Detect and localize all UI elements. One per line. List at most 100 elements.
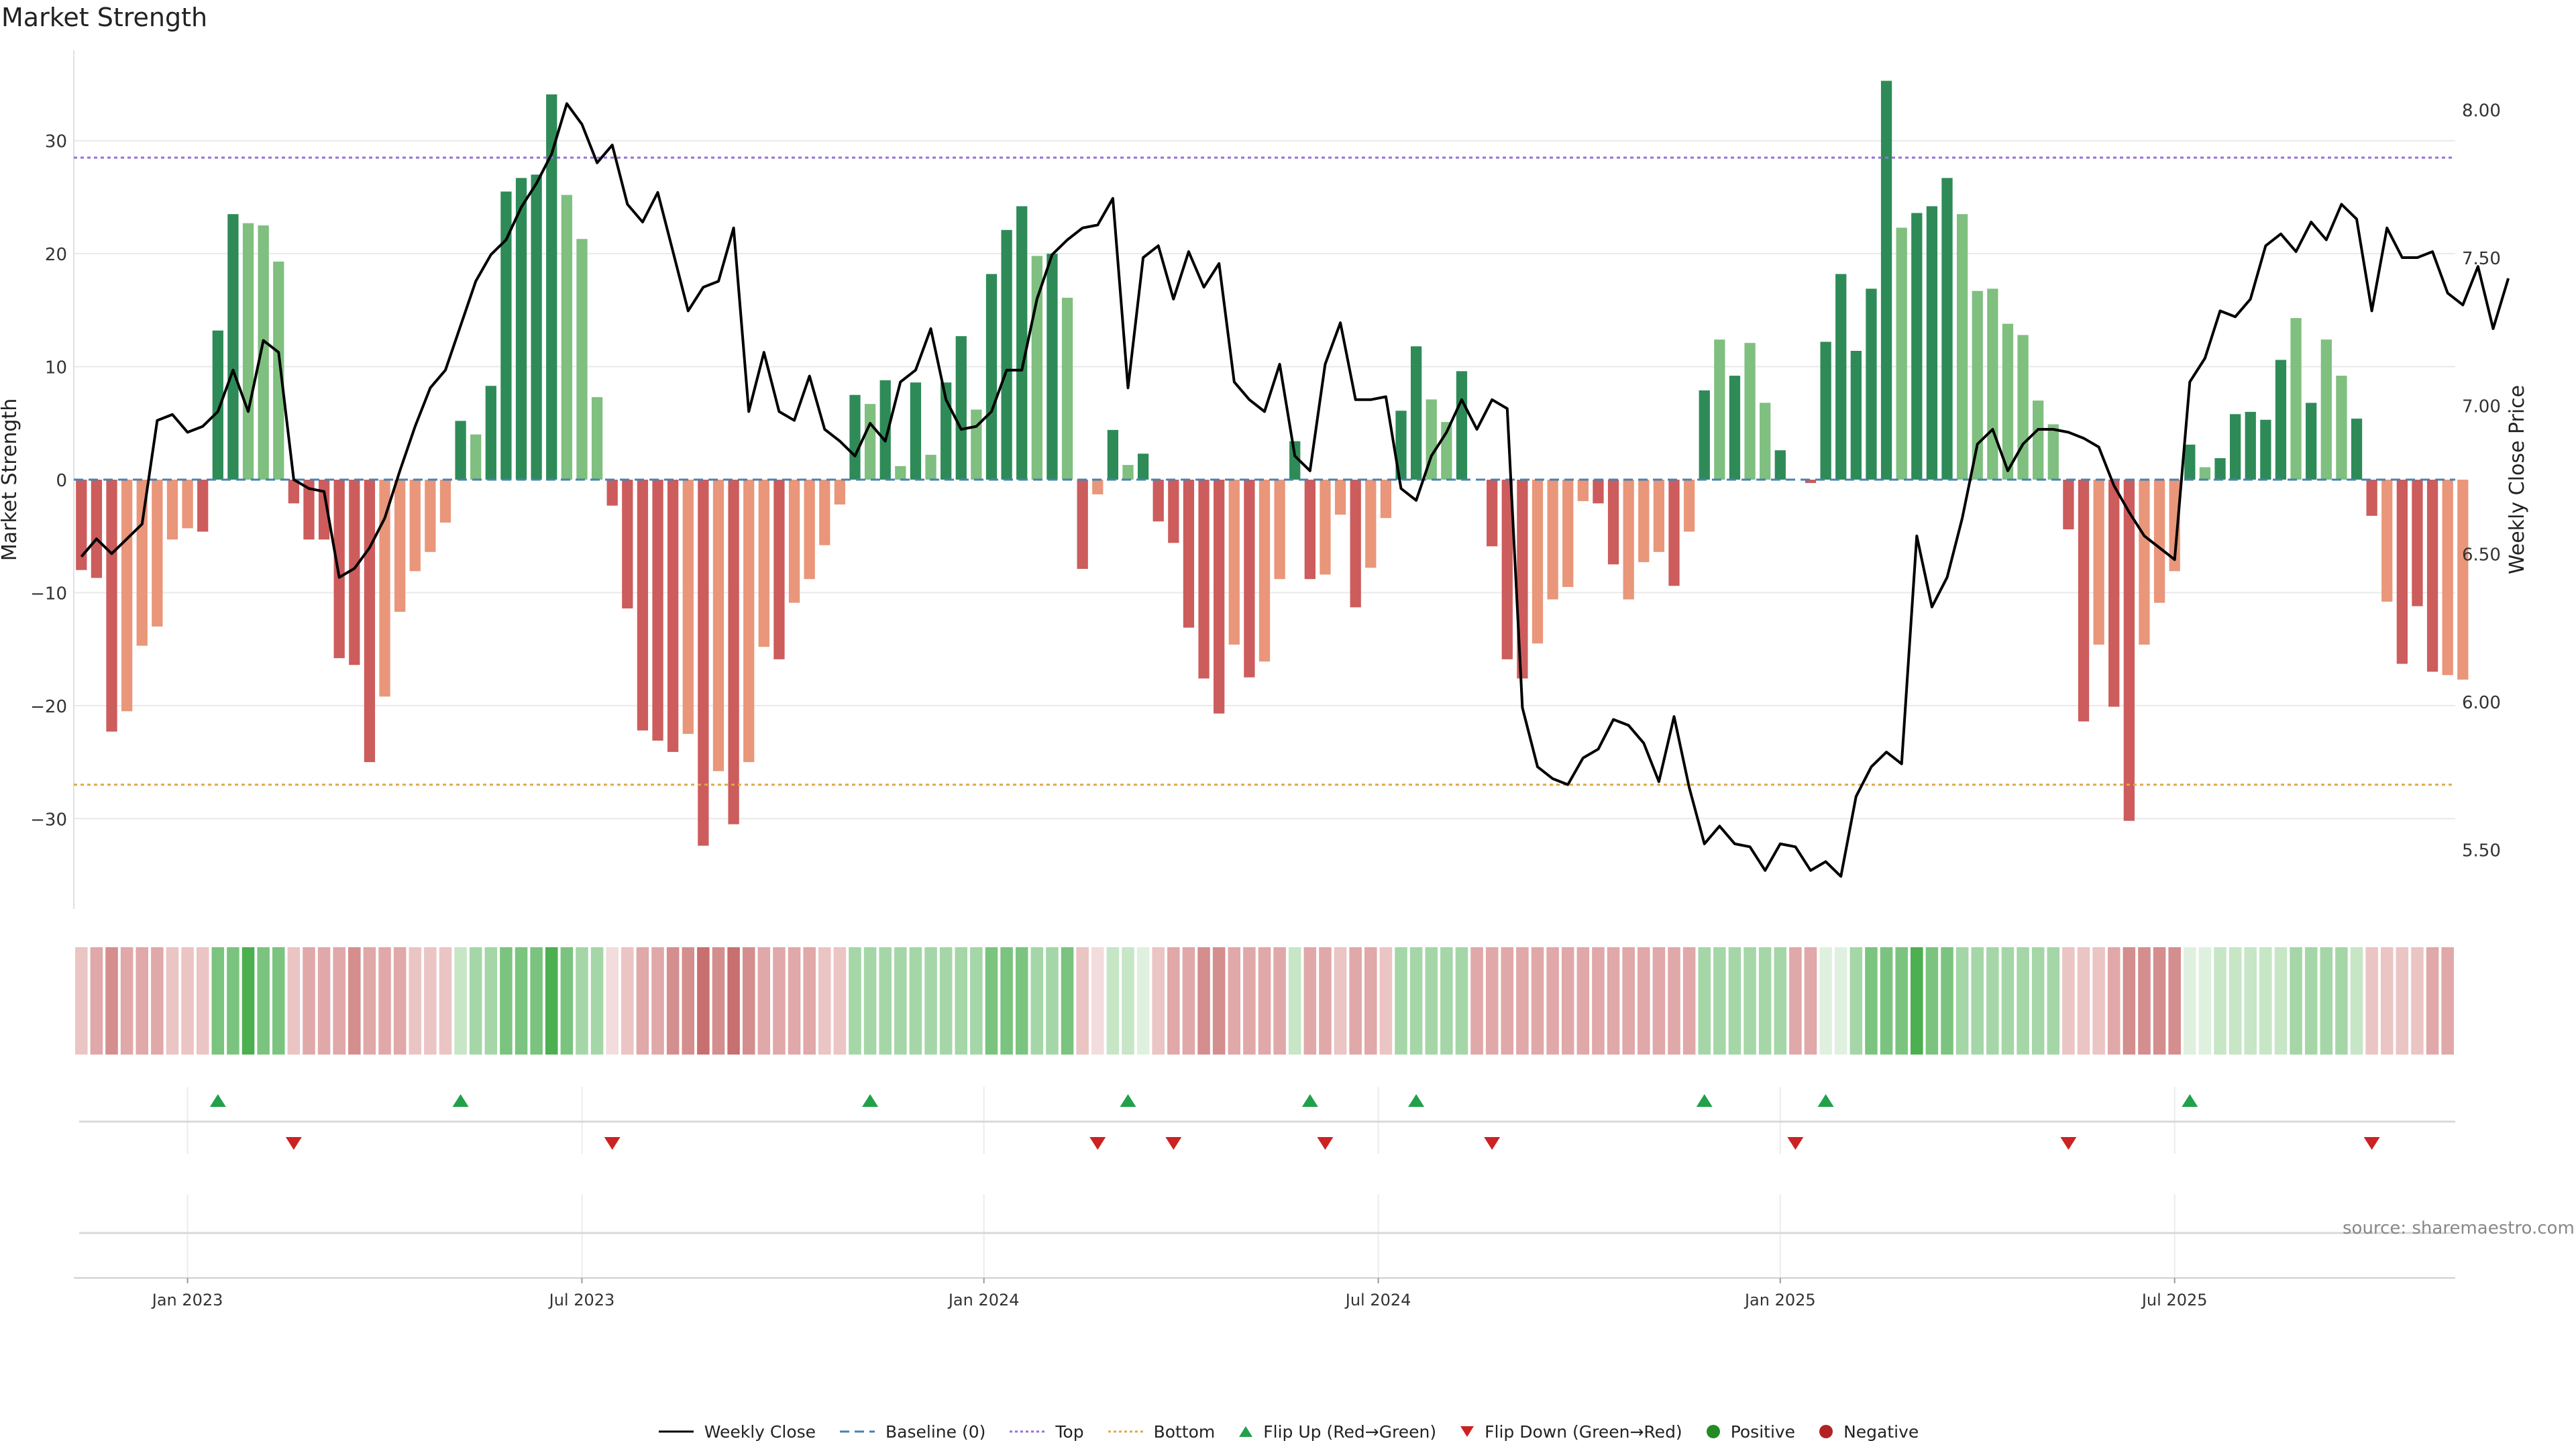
legend-item-flip-up[interactable]: Flip Up (Red→Green)	[1238, 1422, 1436, 1442]
heat-cell	[393, 947, 407, 1055]
heat-cell	[2153, 947, 2166, 1055]
strength-bar	[2229, 414, 2241, 480]
heat-cell	[1349, 947, 1362, 1055]
y-tick-label: 20	[45, 245, 67, 265]
strength-bar	[333, 480, 345, 659]
heat-cell	[257, 947, 270, 1055]
strength-bar	[1077, 480, 1088, 570]
y2-tick-label: 8.00	[2462, 101, 2501, 121]
strength-bar	[895, 466, 906, 480]
legend-item-baseline[interactable]: Baseline (0)	[839, 1422, 985, 1442]
legend-item-bottom[interactable]: Bottom	[1107, 1421, 1216, 1442]
strength-bar	[1911, 213, 1923, 480]
legend-item-flip-down[interactable]: Flip Down (Green→Red)	[1459, 1422, 1682, 1442]
strength-bar	[2306, 402, 2317, 480]
heat-cell	[500, 947, 513, 1055]
strength-bar	[728, 480, 739, 824]
strength-bar	[166, 480, 178, 540]
y-tick-label: 10	[45, 358, 67, 378]
dotted-line-icon	[1010, 1430, 1045, 1433]
strength-bar	[1729, 376, 1741, 480]
legend-item-positive[interactable]: Positive	[1705, 1422, 1795, 1442]
y-tick-label: −10	[30, 584, 67, 604]
strength-bar	[2063, 480, 2074, 530]
heat-cell	[1470, 947, 1483, 1055]
strength-bar	[1350, 480, 1361, 608]
strength-bar	[1956, 214, 1968, 480]
heat-cell	[1531, 947, 1544, 1055]
heat-cell	[1455, 947, 1468, 1055]
heat-cell	[1819, 947, 1832, 1055]
heat-cell	[1015, 947, 1028, 1055]
heat-cell	[909, 947, 922, 1055]
heat-cell	[682, 947, 695, 1055]
legend-item-weekly-close[interactable]: Weekly Close	[657, 1422, 816, 1442]
heat-cell	[530, 947, 543, 1055]
strength-bar	[121, 480, 133, 712]
x-tick-label: Jan 2025	[1743, 1291, 1816, 1309]
x-tick-label: Jan 2024	[947, 1291, 1020, 1309]
heat-cell	[515, 947, 528, 1055]
heat-cell	[1971, 947, 1984, 1055]
heat-cell	[1880, 947, 1893, 1055]
dotted-line-icon	[1108, 1430, 1143, 1433]
strength-bar	[1866, 288, 1877, 480]
heat-cell	[2380, 947, 2394, 1055]
strength-bar	[2320, 339, 2332, 480]
flip-up-marker	[1408, 1094, 1425, 1107]
flip-down-marker	[1317, 1137, 1334, 1150]
heat-cell	[1167, 947, 1180, 1055]
strength-bar	[2290, 318, 2302, 480]
legend-label: Negative	[1843, 1421, 1919, 1442]
heat-cell	[1516, 947, 1529, 1055]
flip-up-marker	[1301, 1094, 1318, 1107]
strength-bar	[197, 480, 209, 532]
heat-cell	[90, 947, 103, 1055]
strength-bar	[652, 480, 663, 741]
strength-bar	[2260, 419, 2271, 480]
flip-down-marker	[1787, 1137, 1804, 1150]
flip-down-marker	[604, 1137, 621, 1150]
heat-cell	[1728, 947, 1741, 1055]
strength-bar	[2366, 480, 2377, 516]
heat-cell	[2001, 947, 2015, 1055]
strength-bar	[1046, 254, 1058, 480]
strength-bar	[1289, 441, 1301, 480]
heat-cell	[1000, 947, 1013, 1055]
heat-cell	[576, 947, 588, 1055]
y2-axis-label: Weekly Close Price	[2506, 385, 2529, 574]
legend-item-top[interactable]: Top	[1008, 1422, 1084, 1442]
strength-bar	[834, 480, 846, 505]
heat-cell	[1319, 947, 1332, 1055]
strength-bar	[819, 480, 830, 545]
heat-cell	[1152, 947, 1165, 1055]
heat-cell	[2138, 947, 2151, 1055]
heat-cell	[1395, 947, 1407, 1055]
heat-cell	[833, 947, 847, 1055]
heat-cell	[2304, 947, 2318, 1055]
heat-cell	[1895, 947, 1908, 1055]
heat-cell	[1789, 947, 1802, 1055]
heat-cell	[1425, 947, 1438, 1055]
strength-bar	[1501, 480, 1513, 659]
triangle-down-icon	[1460, 1426, 1474, 1437]
triangle-up-icon	[1239, 1426, 1253, 1437]
strength-bar	[364, 480, 376, 763]
x-tick-label: Jan 2023	[151, 1291, 223, 1309]
flip-down-marker	[285, 1137, 302, 1150]
strength-bar	[2412, 480, 2423, 606]
strength-bar	[2108, 480, 2120, 707]
heat-cell	[424, 947, 437, 1055]
heat-cell	[666, 947, 680, 1055]
strength-bar	[1653, 480, 1665, 552]
y-tick-label: −20	[30, 697, 67, 717]
y2-tick-label: 7.50	[2462, 249, 2501, 269]
legend-item-negative[interactable]: Negative	[1818, 1422, 1919, 1442]
dashed-line-icon	[840, 1430, 875, 1433]
heat-cell	[136, 947, 149, 1055]
heat-cell	[2198, 947, 2212, 1055]
heat-cell	[227, 947, 239, 1055]
strength-bar	[698, 480, 709, 846]
strength-bar	[2047, 424, 2059, 480]
legend-label: Bottom	[1153, 1421, 1216, 1442]
